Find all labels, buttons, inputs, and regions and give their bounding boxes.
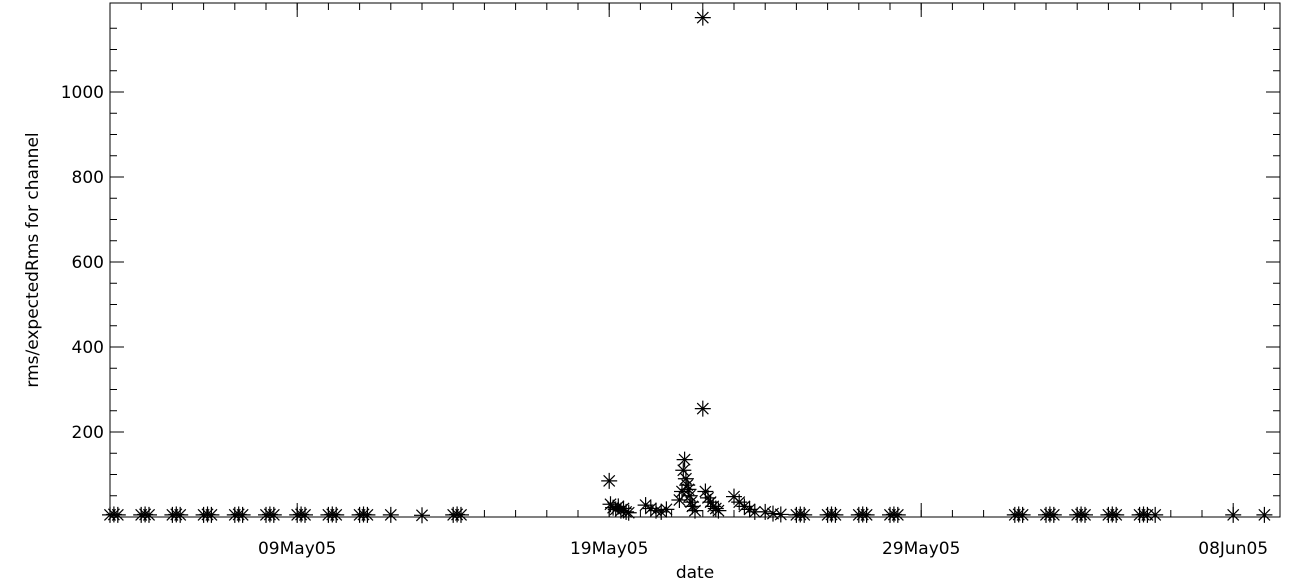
- x-tick-label: 19May05: [570, 539, 648, 559]
- data-point: [618, 503, 635, 520]
- y-tick-label: 600: [72, 253, 104, 273]
- x-ticks: 09May05 19May05 29May05 08Jun05: [258, 3, 1268, 559]
- data-point: [796, 506, 813, 523]
- data-point: [265, 506, 282, 523]
- data-point: [359, 506, 376, 523]
- data-point: [1108, 506, 1125, 523]
- plot-frame: [109, 2, 1281, 518]
- data-point: [601, 472, 618, 489]
- y-tick-label: 200: [72, 423, 104, 443]
- data-point: [772, 506, 789, 523]
- x-tick-label: 29May05: [882, 539, 960, 559]
- data-point: [1045, 506, 1062, 523]
- y-tick-label: 1000: [61, 83, 104, 103]
- data-point: [109, 506, 126, 523]
- data-point: [765, 505, 781, 522]
- data-point: [234, 506, 251, 523]
- data-point: [297, 506, 313, 523]
- data-point: [141, 506, 157, 523]
- data-point: [382, 506, 399, 523]
- data-point: [1225, 506, 1242, 523]
- data-point: [328, 506, 345, 523]
- data-point: [697, 483, 714, 500]
- data-points: [102, 9, 1273, 524]
- data-point: [687, 502, 703, 519]
- data-point: [858, 506, 875, 523]
- data-point: [453, 506, 469, 523]
- data-point: [620, 504, 637, 521]
- x-axis-title: date: [676, 563, 714, 583]
- data-point: [1014, 506, 1031, 523]
- x-tick-label: 08Jun05: [1198, 539, 1268, 559]
- data-point: [658, 501, 675, 518]
- data-point: [1256, 506, 1273, 523]
- data-point: [684, 498, 701, 515]
- data-point: [1077, 506, 1093, 523]
- data-point: [1147, 506, 1164, 523]
- data-point: [889, 506, 906, 523]
- data-point: [700, 489, 716, 506]
- y-axis-title: rms/expectedRms for channel: [23, 132, 43, 387]
- data-point: [694, 400, 711, 417]
- y-tick-label: 400: [72, 338, 104, 358]
- data-point: [694, 9, 711, 26]
- data-point: [827, 506, 844, 523]
- data-point: [203, 506, 220, 523]
- data-point: [414, 507, 430, 524]
- data-point: [172, 506, 189, 523]
- x-tick-label: 09May05: [258, 539, 336, 559]
- data-point: [710, 502, 727, 519]
- y-ticks: 200 400 600 800 1000: [61, 83, 1280, 443]
- data-point: [676, 451, 693, 468]
- minor-ticks: [110, 3, 1280, 517]
- y-tick-label: 800: [72, 168, 104, 188]
- axes: [109, 2, 1281, 518]
